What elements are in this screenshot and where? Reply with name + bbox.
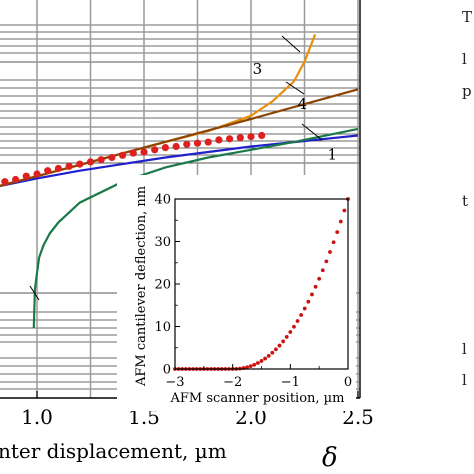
data-point (151, 146, 159, 154)
curve-label-leader-2 (29, 285, 40, 301)
main-x-axis-title: nter displacement, µm (0, 439, 227, 463)
data-point (215, 136, 223, 144)
inset-x-tick-label: −3 (165, 375, 184, 390)
data-point (258, 131, 266, 140)
edge-text-fragment: l (462, 50, 467, 68)
data-point (119, 151, 127, 159)
data-point (183, 140, 191, 148)
data-point (22, 172, 30, 180)
inset-x-tick-label: −1 (281, 375, 300, 390)
data-point (86, 158, 95, 166)
data-point (76, 160, 84, 168)
data-point (236, 134, 244, 142)
data-point (54, 164, 63, 173)
curve-label-leader-1 (301, 123, 323, 141)
inset-data-point (328, 250, 332, 254)
inset-data-point (284, 334, 289, 339)
series-line-4 (0, 88, 359, 187)
inset-data-point (274, 347, 278, 352)
inset-data-point (338, 219, 343, 224)
inset-y-tick-label: 40 (154, 193, 171, 208)
series-line-1 (0, 134, 359, 188)
delta-label: δ (322, 443, 338, 473)
inset-y-tick-label: 20 (154, 278, 171, 293)
inset-data-point (317, 276, 322, 281)
inset-x-axis-title: AFM scanner position, µm (170, 391, 345, 406)
inset-data-point (342, 208, 347, 213)
series-line-2 (32, 127, 359, 329)
edge-text-fragment: p (462, 82, 472, 100)
data-point (247, 133, 255, 141)
inset-data-point (266, 353, 271, 358)
data-point (161, 144, 169, 152)
inset-data-point (270, 350, 275, 355)
data-point (108, 153, 116, 162)
inset-data-point (299, 313, 304, 317)
main-series-group (0, 33, 359, 329)
edge-text-fragment: T (462, 8, 472, 26)
inset-data-point (245, 365, 249, 370)
edge-text-fragment: t (462, 192, 468, 210)
curve-label-1: 1 (328, 146, 338, 164)
inset-data-point (277, 343, 282, 348)
inset-data-point (320, 268, 325, 273)
inset-data-point (313, 284, 318, 289)
data-point (44, 167, 52, 175)
data-point (204, 138, 212, 146)
data-point (140, 148, 148, 156)
inset-data-point (288, 330, 293, 334)
curve-label-3: 3 (253, 60, 263, 78)
inset-data-point (281, 339, 286, 344)
data-point (193, 139, 202, 147)
inset-y-tick-label: 10 (154, 320, 171, 335)
data-point (1, 178, 9, 186)
inset-data-point (335, 230, 340, 235)
inset-data-point (295, 319, 300, 323)
data-point (12, 175, 20, 184)
inset-data-point (255, 361, 260, 365)
inset-data-point (302, 306, 307, 311)
inset-x-tick-label: −2 (223, 375, 242, 390)
inset-data-point (259, 359, 264, 363)
data-point (129, 149, 137, 157)
curve-labels: 1234 (29, 35, 338, 301)
inset-y-tick-label: 0 (163, 363, 171, 378)
data-point (33, 170, 41, 178)
inset-chart: −3 −2 −1 0 0 10 20 30 40 AFM scanner position, µ… (117, 175, 356, 411)
inset-data-point (324, 259, 329, 264)
inset-data-point (292, 324, 296, 329)
data-point (97, 156, 105, 164)
inset-ticks: −3 −2 −1 0 0 10 20 30 40 (154, 193, 352, 391)
x-tick-label: 1.0 (21, 405, 53, 429)
data-point (226, 135, 234, 143)
edge-text-fragment: l (462, 371, 467, 389)
inset-data-point (331, 240, 336, 245)
inset-background (117, 175, 356, 411)
inset-data-point (306, 299, 311, 304)
inset-data-point (310, 292, 314, 297)
inset-y-axis-title: AFM cantilever deflection, nm (134, 186, 149, 387)
edge-text-fragment: l (462, 340, 467, 358)
inset-data-point (252, 362, 257, 367)
inset-data-point (248, 364, 253, 369)
curve-label-4: 4 (298, 95, 308, 113)
inset-y-tick-label: 30 (154, 235, 171, 250)
data-point (65, 162, 73, 170)
inset-x-tick-label: 0 (344, 375, 352, 390)
curve-label-leader-4 (285, 81, 305, 95)
curve-label-leader-3 (281, 35, 301, 53)
data-point (172, 142, 180, 151)
inset-data-point (263, 356, 268, 361)
